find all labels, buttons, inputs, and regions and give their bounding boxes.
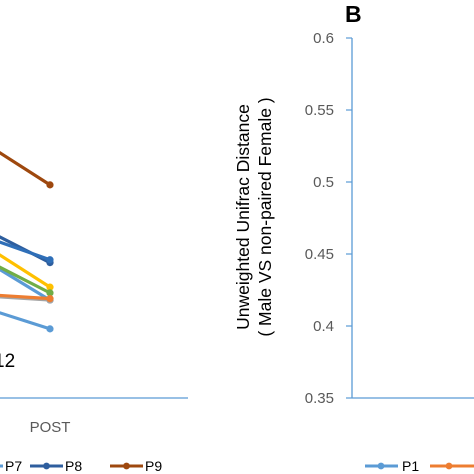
- panel-a-data-point: [46, 289, 54, 297]
- panel-a-series-line: [0, 293, 52, 301]
- panel-a-series-line: [0, 253, 52, 289]
- y-tick-label: 0.5: [313, 174, 334, 191]
- panel-b-y-axis-title-line1: Unweighted Unifrac Distance: [233, 104, 253, 330]
- panel-b-y-ticks: 0.6 0.55 0.5 0.45 0.4 0.35: [305, 30, 352, 407]
- y-tick-label: 0.4: [313, 318, 334, 335]
- panel-a-series-line: [0, 150, 52, 187]
- panel-a-series: [0, 150, 54, 333]
- panel-a-annotation: 12: [0, 351, 15, 372]
- panel-b: B 0.6 0.55 0.5 0.45 0.4 0.35 Unweighted Unifr…: [233, 1, 474, 474]
- y-tick-label: 0.55: [305, 102, 334, 119]
- panel-a-series-line: [0, 265, 52, 295]
- legend-swatch-marker: [445, 462, 453, 470]
- legend-label: P8: [65, 458, 82, 474]
- panel-a-data-point: [46, 256, 54, 264]
- panel-a-legend: P7 P8 P9: [0, 458, 162, 474]
- panel-b-label: B: [345, 1, 362, 27]
- panel-b-y-axis-title-line2: ( Male VS non-paired Female ): [255, 97, 275, 336]
- y-tick-label: 0.6: [313, 30, 334, 47]
- legend-label: P1: [402, 458, 419, 474]
- panel-a: POST 12 P7 P8 P9: [0, 150, 188, 474]
- panel-a-series-line: [0, 311, 52, 331]
- y-tick-label: 0.45: [305, 246, 334, 263]
- panel-a-series-line: [0, 240, 52, 262]
- panel-a-data-point: [46, 283, 54, 291]
- y-tick-label: 0.35: [305, 390, 334, 407]
- panel-a-data-point: [46, 181, 54, 189]
- panel-a-x-tick-post: POST: [30, 419, 71, 436]
- legend-swatch-marker: [123, 462, 130, 470]
- legend-swatch-marker: [377, 462, 385, 470]
- legend-label: P9: [145, 458, 162, 474]
- legend-swatch-marker: [43, 462, 50, 470]
- panel-a-data-point: [46, 295, 54, 303]
- legend-label: P7: [5, 458, 22, 474]
- panel-a-series-line: [0, 267, 52, 302]
- panel-b-legend: P1: [365, 458, 474, 474]
- panel-a-data-point: [46, 325, 54, 333]
